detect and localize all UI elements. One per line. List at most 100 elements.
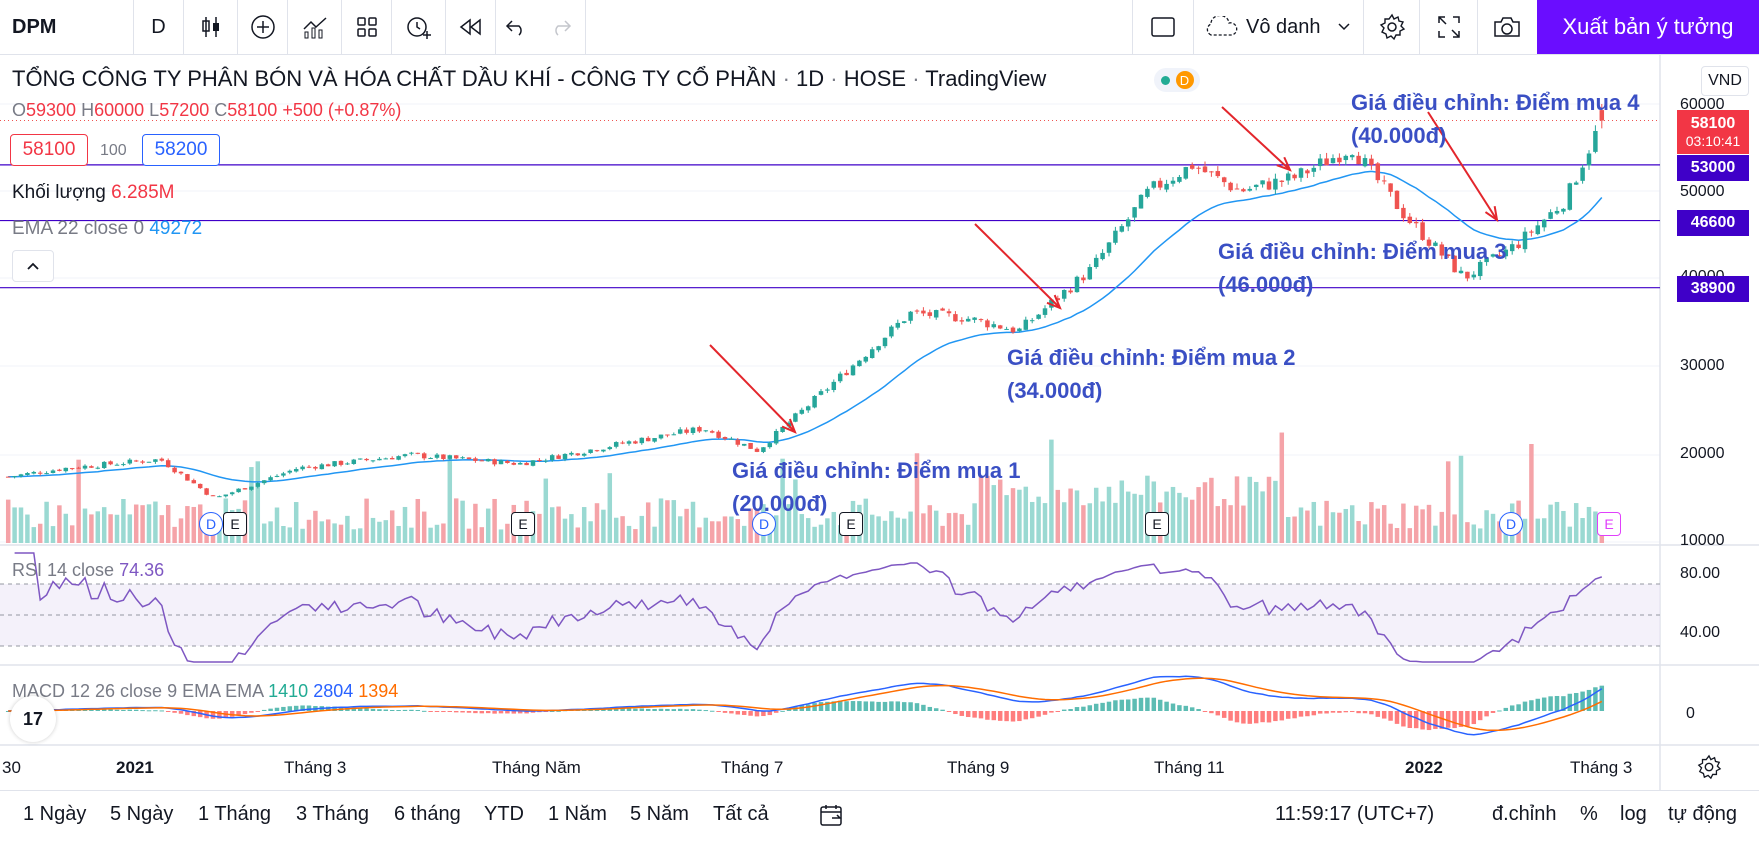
fullscreen-icon[interactable] [1420,0,1478,54]
macd-histogram-bar [1561,696,1566,711]
close-value: 58100 [227,100,278,120]
range-6m-button[interactable]: 6 tháng [394,803,461,825]
currency-button[interactable]: VND [1701,66,1749,96]
plus-circle-icon[interactable] [238,0,288,54]
rsi-line [14,552,1603,663]
annotation-buy-point-2[interactable]: Giá điều chỉnh: Điểm mua 2 (34.000đ) [1007,341,1296,407]
symbol-search-button[interactable]: DPM [0,0,134,54]
dividend-marker[interactable]: D [199,512,223,536]
macd-histogram-bar [1151,697,1157,711]
volume-bar [703,517,709,543]
macd-histogram-bar [1266,711,1272,723]
time-axis-label: Tháng 9 [947,758,1010,777]
price-chart[interactable] [0,55,1759,790]
range-ytd-button[interactable]: YTD [484,803,524,825]
time-axis-label: Tháng 3 [284,758,347,777]
auto-toggle[interactable]: tự động [1668,803,1737,825]
redo-icon[interactable] [536,0,586,54]
volume-bar [1567,526,1573,543]
chart-settings-gear-icon[interactable] [1696,754,1722,785]
earnings-marker[interactable]: E [839,512,863,536]
interval-button[interactable]: D [134,0,184,54]
legend-exchange: HOSE [843,66,907,91]
log-toggle[interactable]: log [1620,803,1647,825]
range-1m-button[interactable]: 1 Tháng [198,803,272,825]
clock-timezone[interactable]: 11:59:17 (UTC+7) [1275,803,1435,825]
candle-body [1241,189,1246,192]
macd-histogram-bar [178,711,184,714]
dividend-marker[interactable]: D [752,512,776,536]
range-5y-button[interactable]: 5 Năm [630,803,689,825]
earnings-marker[interactable]: E [511,512,535,536]
range-1y-button[interactable]: 1 Năm [548,803,607,825]
camera-icon[interactable] [1478,0,1536,54]
buy-price-box[interactable]: 58200 [142,134,220,166]
macd-histogram-bar [933,708,939,711]
adjust-toggle[interactable]: đ.chỉnh [1492,803,1557,825]
macd-histogram-bar [991,711,997,721]
macd-histogram-bar [1228,711,1233,721]
arrow-head [1484,206,1499,223]
collapse-legend-button[interactable] [12,250,54,282]
candle-body [1260,180,1265,185]
sell-price-box[interactable]: 58100 [10,134,88,166]
percent-toggle[interactable]: % [1580,803,1598,825]
range-5d-button[interactable]: 5 Ngày [110,803,174,825]
volume-bar [274,507,280,543]
replay-icon[interactable] [446,0,496,54]
candle-body [1247,188,1253,191]
macd-histogram-bar [1452,711,1457,729]
candle-body [1113,230,1118,243]
earnings-marker[interactable]: E [1145,512,1169,536]
candle-body [1516,244,1521,248]
layout-icon[interactable] [1132,0,1194,54]
layout-name-button[interactable]: Vô danh [1194,0,1364,54]
candles-icon[interactable] [184,0,238,54]
volume-bar [268,521,273,543]
macd-histogram-bar [1215,711,1221,716]
volume-bar [1445,461,1451,543]
earnings-marker[interactable]: E [223,512,247,536]
tradingview-logo-icon[interactable]: 17 [10,696,56,742]
templates-icon[interactable] [342,0,392,54]
range-all-button[interactable]: Tất cả [713,803,769,825]
annotation-buy-point-4[interactable]: Giá điều chỉnh: Điểm mua 4 (40.000đ) [1351,86,1640,152]
publish-idea-button[interactable]: Xuất bản ý tưởng [1537,0,1759,54]
range-1d-button[interactable]: 1 Ngày [23,803,87,825]
undo-icon[interactable] [496,0,536,54]
volume-bar [1573,503,1579,543]
candle-body [1567,183,1573,210]
annotation-buy-point-3[interactable]: Giá điều chỉnh: Điểm mua 3 (46.000đ) [1218,235,1507,301]
volume-bar [1420,509,1425,543]
volume-bar [165,505,171,543]
volume-bar [82,508,88,543]
gear-icon[interactable] [1364,0,1420,54]
annotation-buy-point-1[interactable]: Giá điều chỉnh: Điểm mua 1 (20.000đ) [732,454,1021,520]
alert-icon[interactable] [392,0,446,54]
volume-bar [191,506,197,543]
volume-bar [1477,528,1483,543]
candle-body [383,458,389,460]
earnings-marker[interactable]: E [1597,512,1621,536]
date-range-icon[interactable] [818,803,846,834]
candle-body [1055,298,1061,301]
candle-body [569,452,574,455]
candle-body [217,496,222,498]
volume-bar [389,510,395,543]
macd-histogram-bar [1279,711,1285,721]
candle-body [517,462,523,465]
macd-histogram-bar [895,701,901,711]
volume-bar [1260,491,1265,543]
candle-body [31,471,37,474]
range-3m-button[interactable]: 3 Tháng [296,803,370,825]
macd-histogram-bar [370,708,376,711]
macd-histogram-bar [709,710,715,712]
dividend-marker[interactable]: D [1499,512,1523,536]
market-status-badge[interactable]: D [1154,68,1200,92]
candle-body [876,346,881,351]
indicators-icon[interactable] [288,0,342,54]
macd-histogram-bar [236,711,241,716]
price-axis-label: 10000 [1680,532,1725,549]
candle-body [409,452,414,454]
macd-histogram-bar [485,711,491,714]
